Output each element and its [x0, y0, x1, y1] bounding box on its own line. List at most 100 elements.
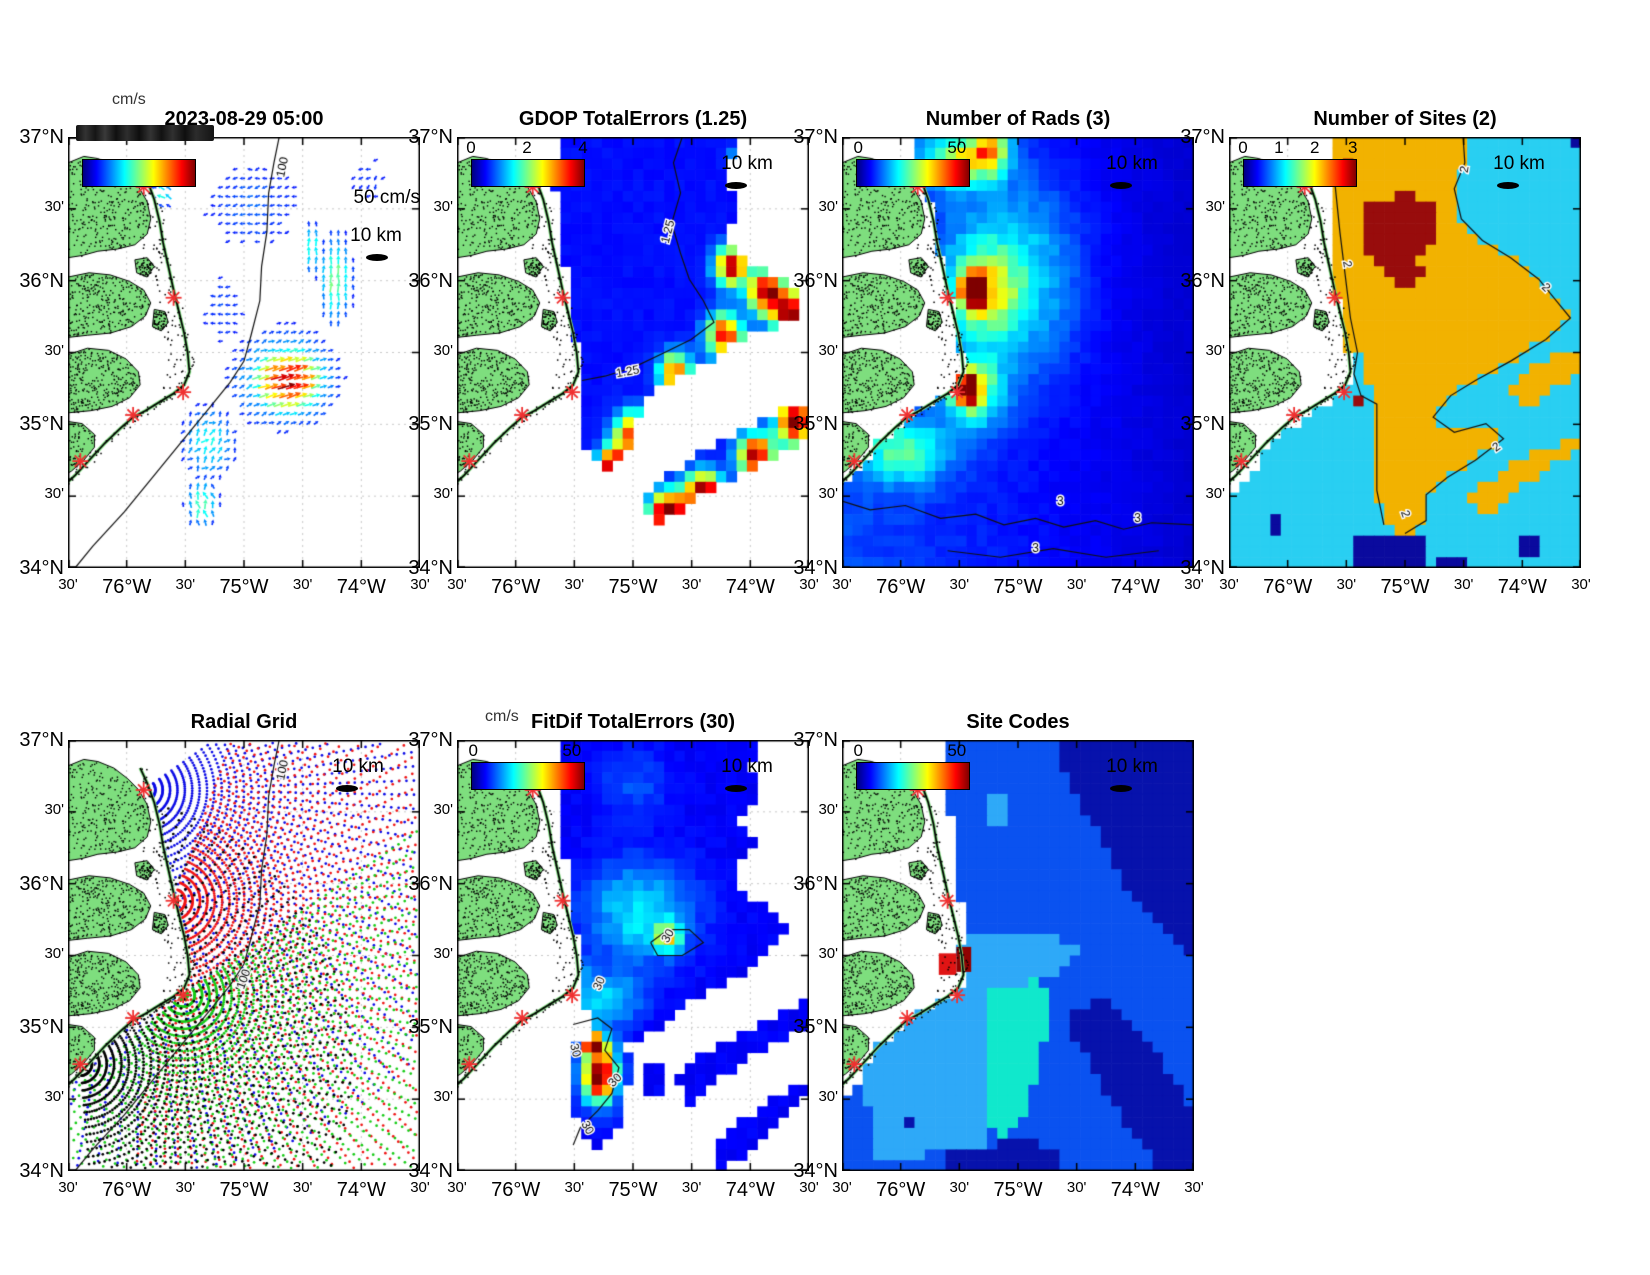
y-axis-tick-label: 30' — [818, 800, 838, 818]
y-axis-tick-label: 36°N — [1180, 269, 1225, 292]
scale-bar-icon — [336, 785, 358, 792]
y-axis-tick-label: 30' — [433, 341, 453, 359]
scale-bar-icon — [725, 785, 747, 792]
x-axis-tick-label: 30' — [410, 1179, 430, 1196]
x-axis-tick-label: 30' — [799, 1179, 819, 1196]
y-axis-tick-label: 34°N — [19, 1160, 64, 1182]
x-axis-tick-label: 30' — [564, 576, 585, 593]
panel-number-of-sites: Number of Sites (2) 10 km 0 1 2 3 37°N 30' 36°… — [1180, 108, 1590, 598]
panel-title: 2023-08-29 05:00 — [164, 108, 324, 130]
y-axis-tick-label: 30' — [818, 485, 838, 503]
panel-title: GDOP TotalErrors (1.25) — [518, 108, 748, 130]
colorbar — [471, 159, 585, 187]
panel-site-codes: Site Codes 10 km 0 50 37°N 30' 36°N 30' 35°N 30… — [793, 711, 1203, 1201]
y-axis-tick-label: 35°N — [408, 1016, 453, 1039]
x-axis-tick-label: 30' — [681, 1179, 702, 1196]
colorbar — [856, 159, 970, 187]
map-canvas — [842, 137, 1194, 568]
x-axis-tick-label: 30' — [1184, 576, 1204, 593]
panel-radial-grid: Radial Grid 10 km 37°N 30' 36°N 30' 35°N 30' 3… — [19, 711, 429, 1201]
y-axis-tick-label: 37°N — [19, 126, 64, 148]
x-axis-tick-label: 76°W — [876, 1179, 926, 1201]
x-axis-tick-label: 30' — [681, 576, 702, 593]
y-axis-tick-label: 30' — [433, 485, 453, 503]
map-canvas — [68, 137, 420, 568]
y-axis-tick-label: 30' — [1205, 197, 1225, 215]
y-axis-tick-label: 35°N — [793, 1016, 838, 1039]
x-axis-tick-label: 74°W — [336, 576, 386, 598]
x-axis-tick-label: 30' — [1184, 1179, 1204, 1196]
panel-title: FitDif TotalErrors (30) — [530, 711, 736, 733]
y-axis-tick-label: 30' — [44, 485, 64, 503]
x-axis-tick-label: 76°W — [102, 1179, 152, 1201]
panel-fitdif-total-errors: cm/s FitDif TotalErrors (30) 10 km 0 50 37… — [408, 708, 818, 1201]
scale-bar-icon — [1497, 182, 1519, 189]
colorbar-tick: 50 — [947, 741, 967, 760]
y-axis-tick-label: 30' — [1205, 485, 1225, 503]
y-axis-tick-label: 30' — [433, 944, 453, 962]
x-axis-tick-label: 30' — [564, 1179, 585, 1196]
x-axis-tick-label: 30' — [1066, 1179, 1087, 1196]
colorbar — [856, 762, 970, 790]
x-axis-tick-label: 30' — [832, 576, 852, 593]
x-axis-tick-label: 74°W — [725, 1179, 775, 1201]
panel-gdop-total-errors: GDOP TotalErrors (1.25) 10 km 0 2 4 37°N 30'… — [408, 108, 818, 598]
y-axis-tick-label: 36°N — [19, 269, 64, 292]
x-axis-tick-label: 76°W — [491, 576, 541, 598]
y-axis-tick-label: 34°N — [793, 557, 838, 579]
scale-bar-icon — [1110, 182, 1132, 189]
y-axis-tick-label: 30' — [44, 341, 64, 359]
x-axis-tick-label: 75°W — [219, 1179, 269, 1201]
x-axis-tick-label: 30' — [410, 576, 430, 593]
y-axis-tick-label: 37°N — [408, 126, 453, 148]
x-axis-tick-label: 30' — [1066, 576, 1087, 593]
x-axis-tick-label: 30' — [58, 1179, 78, 1196]
x-axis-tick-label: 76°W — [876, 576, 926, 598]
x-axis-tick-label: 76°W — [491, 1179, 541, 1201]
panel-number-of-rads: Number of Rads (3) 10 km 0 50 37°N 30' 36°N 3… — [793, 108, 1203, 598]
panel-title: Site Codes — [966, 711, 1070, 733]
colorbar-tick: 0 — [468, 741, 478, 760]
y-axis-tick-label: 30' — [433, 1088, 453, 1106]
y-axis-tick-label: 30' — [433, 800, 453, 818]
colorbar-tick: 50 — [562, 741, 582, 760]
colorbar-tick: 2 — [1309, 138, 1320, 157]
x-axis-tick-label: 30' — [799, 576, 819, 593]
colorbar-tick: 0 — [853, 138, 863, 157]
colorbar-tick: 1 — [1274, 138, 1284, 157]
x-axis-tick-label: 75°W — [1380, 576, 1430, 598]
x-axis-tick-label: 74°W — [1110, 576, 1160, 598]
x-axis-tick-label: 76°W — [1263, 576, 1313, 598]
scale-bar-label: 10 km — [1493, 153, 1545, 174]
x-axis-tick-label: 30' — [1571, 576, 1591, 593]
scale-bar-icon — [1110, 785, 1132, 792]
y-axis-tick-label: 36°N — [793, 269, 838, 292]
scale-bar-label: 10 km — [721, 756, 773, 777]
y-axis-tick-label: 35°N — [19, 1016, 64, 1039]
scale-bar-icon — [725, 182, 747, 189]
panel-surface-current-vectors: cm/s 2023-08-29 05:00 10 km 50 cm/s 37°N… — [19, 91, 429, 598]
y-axis-tick-label: 30' — [44, 800, 64, 818]
y-axis-tick-label: 36°N — [408, 872, 453, 895]
y-axis-tick-label: 30' — [44, 944, 64, 962]
y-axis-tick-label: 35°N — [1180, 413, 1225, 436]
y-axis-tick-label: 30' — [44, 197, 64, 215]
scale-bar-label: 10 km — [721, 153, 773, 174]
scale-bar-label: 10 km — [332, 756, 384, 777]
x-axis-tick-label: 75°W — [993, 576, 1043, 598]
scale-bar-label: 10 km — [1106, 756, 1158, 777]
y-axis-tick-label: 35°N — [793, 413, 838, 436]
x-axis-tick-label: 30' — [292, 576, 313, 593]
colorbar-tick: 3 — [1348, 138, 1358, 157]
scale-bar-label: 10 km — [350, 225, 402, 246]
x-axis-tick-label: 30' — [1336, 576, 1357, 593]
y-axis-tick-label: 30' — [818, 197, 838, 215]
x-axis-tick-label: 30' — [175, 576, 196, 593]
x-axis-tick-label: 30' — [447, 1179, 467, 1196]
vector-scale-label: 50 cm/s — [353, 187, 420, 208]
x-axis-tick-label: 30' — [949, 576, 970, 593]
y-axis-tick-label: 30' — [1205, 341, 1225, 359]
x-axis-tick-label: 75°W — [219, 576, 269, 598]
x-axis-tick-label: 74°W — [1497, 576, 1547, 598]
colorbar-tick: 50 — [947, 138, 967, 157]
